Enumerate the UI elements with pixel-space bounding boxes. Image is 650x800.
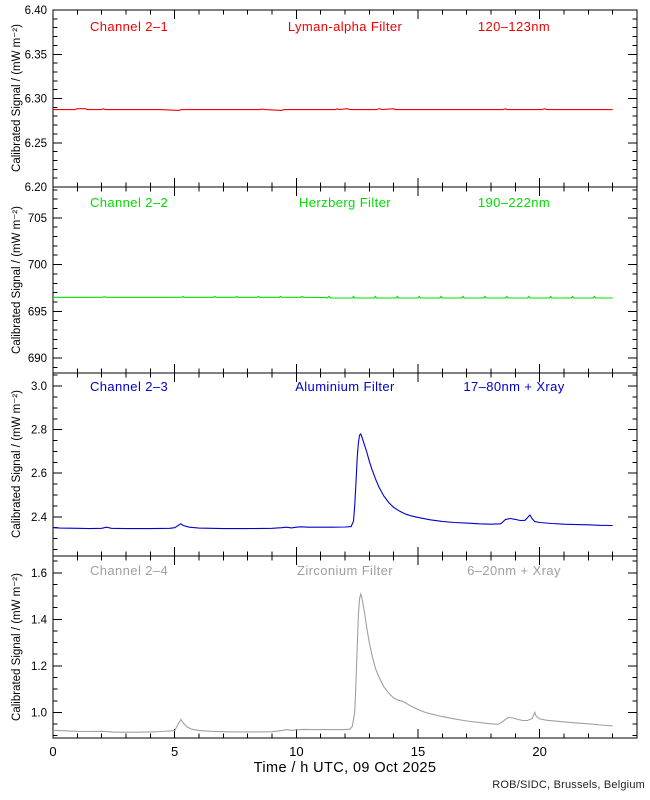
channel-label: Channel 2–4 [90,563,169,578]
passband-label: 120–123nm [477,19,551,34]
passband-label: 17–80nm + Xray [463,379,565,394]
data-line-channel-2-1 [53,108,613,111]
x-tick-label: 5 [171,744,178,759]
channel-label: Channel 2–1 [90,19,169,34]
panel-channel-2-3: 2.4 2.6 2.8 3.0 [31,372,638,557]
channel-label: Channel 2–3 [90,379,169,394]
panel-4-header: Channel 2–4 Zirconium Filter 6–20nm + Xr… [53,563,637,579]
data-line-channel-2-3 [52,433,613,530]
y-tick-label: 705 [28,213,47,225]
filter-label: Zirconium Filter [297,563,393,578]
x-tick-label: 0 [49,744,56,759]
y-axis-label: Calibrated Signal / (mW m⁻²) [11,390,23,538]
y-tick-label: 2.4 [31,512,48,524]
x-axis-label: Time / h UTC, 09 Oct 2025 [253,760,437,776]
panel-frame [52,186,638,374]
panel-channel-2-4: 1.0 1.2 1.4 1.6 [31,555,638,739]
y-tick-label: 690 [28,353,47,365]
x-tick-label: 20 [532,744,546,759]
panel-frame [52,9,638,188]
credit-footer: ROB/SIDC, Brussels, Belgium [492,779,645,791]
panel-2-header: Channel 2–2 Herzberg Filter 190–222nm [53,195,637,211]
y-tick-label: 700 [28,260,47,272]
x-tick-label: 10 [289,744,303,759]
y-tick-label: 1.2 [31,661,47,673]
data-line-channel-2-2 [53,295,613,299]
panel-3-header: Channel 2–3 Aluminium Filter 17–80nm + X… [53,379,637,395]
y-tick-label: 1.4 [31,614,48,626]
panel-frame [52,555,638,739]
channel-label: Channel 2–2 [90,195,169,210]
panel-channel-2-2: 690 695 700 705 [28,186,638,374]
y-tick-label: 6.20 [25,182,47,194]
y-axis-label: Calibrated Signal / (mW m⁻²) [11,24,23,172]
x-tick-label: 15 [411,744,425,759]
y-tick-label: 1.0 [31,707,47,719]
y-axis-label: Calibrated Signal / (mW m⁻²) [11,573,23,721]
data-line-channel-2-4 [52,592,613,733]
y-axis-label: Calibrated Signal / (mW m⁻²) [11,206,23,354]
y-tick-label: 6.25 [25,138,47,150]
y-tick-label: 2.6 [31,468,47,480]
filter-label: Lyman-alpha Filter [287,19,403,34]
y-tick-label: 6.35 [25,49,47,61]
panel-1-header: Channel 2–1 Lyman-alpha Filter 120–123nm [53,19,637,35]
y-tick-label: 1.6 [31,568,47,580]
passband-label: 6–20nm + Xray [467,563,561,578]
y-tick-label: 3.0 [31,381,47,393]
passband-label: 190–222nm [477,195,551,210]
filter-label: Aluminium Filter [295,379,395,394]
filter-label: Herzberg Filter [299,195,391,210]
y-tick-label: 2.8 [31,425,47,437]
y-tick-label: 6.30 [25,94,47,106]
y-tick-label: 695 [28,306,47,318]
y-tick-label: 6.40 [25,5,47,17]
